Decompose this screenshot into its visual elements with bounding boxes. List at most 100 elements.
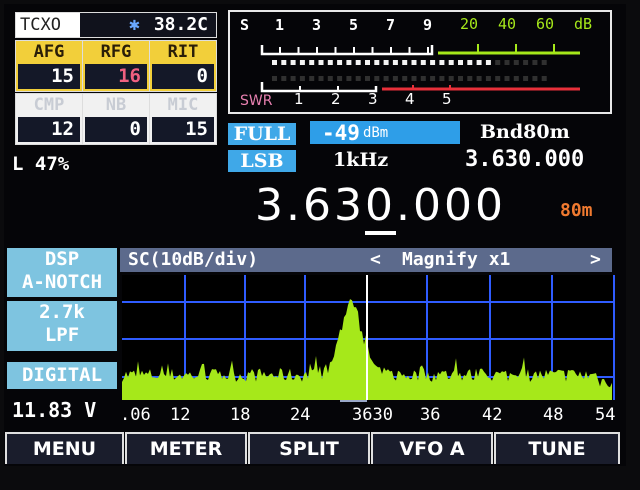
power-meter-segment [383, 76, 389, 81]
filter-button[interactable]: 2.7k LPF [7, 301, 117, 351]
dsp-button[interactable]: DSP A-NOTCH [7, 248, 117, 297]
s-meter-segment [272, 60, 277, 65]
s-meter-segment [495, 60, 501, 65]
s-meter-scale: S 1 3 5 7 9 20 40 60 dB SWR 1 2 3 4 5 [240, 15, 592, 109]
rit-control[interactable]: RIT 0 [149, 40, 217, 92]
mic-label: MIC [150, 94, 216, 117]
power-meter-segment [337, 76, 343, 81]
freq-axis-label: 42 [482, 405, 503, 425]
cmp-control[interactable]: CMP 12 [15, 93, 83, 145]
power-meter-segment [318, 76, 324, 81]
frequency-small: 3.630.000 [465, 147, 585, 172]
nb-value: 0 [85, 117, 147, 142]
mode-lsb[interactable]: LSB [228, 150, 296, 172]
afg-label: AFG [16, 41, 82, 64]
voltage: 11.83 V [12, 398, 97, 422]
tuning-step[interactable]: 1kHz [333, 149, 389, 171]
magnify-prev-button[interactable]: < [370, 249, 381, 270]
s-meter-segment [439, 60, 445, 65]
dbm-unit: dBm [362, 125, 389, 141]
swr-tick-label: 1 [294, 90, 304, 108]
freq-axis-label: 18 [230, 405, 251, 425]
spectrum-display[interactable] [120, 272, 616, 402]
digital-mode[interactable]: DIGITAL [7, 362, 117, 389]
main-frequency[interactable]: 3.630.000 [255, 180, 506, 235]
power-meter-segment [290, 76, 296, 81]
power-meter-segment [476, 76, 482, 81]
power-meter-segment [327, 76, 333, 81]
split-button[interactable]: SPLIT [248, 432, 370, 464]
db-tick-label: 20 [460, 15, 478, 33]
s-meter-segment [281, 60, 287, 65]
tune-button[interactable]: TUNE [494, 432, 620, 464]
db-tick-label: 60 [536, 15, 554, 33]
passband-indicator [340, 400, 367, 402]
freq-axis-label: .06 [120, 405, 151, 425]
s-meter-segment [402, 60, 408, 65]
s-meter-segment [392, 60, 398, 65]
db-tick-label: dB [574, 15, 592, 33]
nb-control[interactable]: NB 0 [82, 93, 150, 145]
freq-main-part1: 3.63 [255, 180, 365, 231]
power-meter-segment [504, 76, 510, 81]
s-meter-segment [327, 60, 333, 65]
filter-width: 2.7k [39, 301, 85, 323]
mic-control[interactable]: MIC 15 [149, 93, 217, 145]
s-meter-segment [513, 60, 519, 65]
s-label: S [240, 16, 249, 34]
power-meter-segment [392, 76, 398, 81]
cmp-label: CMP [16, 94, 82, 117]
level-indicator: L 47% [12, 153, 70, 175]
rit-value: 0 [152, 64, 214, 89]
s-meter-segment [355, 60, 361, 65]
s-meter-segment [485, 60, 491, 65]
s-meter-segment [523, 60, 529, 65]
asterisk-icon: ✱ [128, 14, 140, 35]
agc-mode[interactable]: FULL [228, 123, 296, 145]
s-tick-label: 5 [349, 16, 358, 34]
tcxo-status: TCXO ✱ 38.2C [15, 12, 217, 38]
meter-button[interactable]: METER [125, 432, 247, 464]
power-meter-segment [430, 76, 436, 81]
s-meter-segment [299, 60, 305, 65]
power-meter-segment [299, 76, 305, 81]
power-meter-segment [355, 76, 361, 81]
s-meter-segment [476, 60, 482, 65]
afg-control[interactable]: AFG 15 [15, 40, 83, 92]
freq-axis-label: 24 [290, 405, 311, 425]
s-meter-segment [374, 60, 380, 65]
s-meter-segment [448, 60, 454, 65]
power-meter-segment [458, 76, 463, 81]
s-tick-label: 7 [386, 16, 395, 34]
s-meter-segment [365, 60, 370, 65]
signal-level-bar: -49 dBm [310, 121, 460, 145]
swr-tick-label: 3 [368, 90, 378, 108]
dsp-label: DSP [44, 248, 80, 270]
freq-cursor-digit: 0 [364, 180, 396, 235]
menu-button[interactable]: MENU [5, 432, 124, 464]
power-meter-segment [402, 76, 408, 81]
magnify-next-button[interactable]: > [590, 249, 601, 270]
dbm-value: -49 [322, 121, 360, 145]
power-meter-segment [420, 76, 426, 81]
rfg-value: 16 [85, 64, 147, 89]
swr-label: SWR [240, 93, 273, 109]
freq-axis-label: 36 [420, 405, 441, 425]
s-meter-segment [458, 60, 463, 65]
magnify-label: Magnify x1 [402, 249, 511, 270]
dsp-mode: A-NOTCH [21, 271, 103, 293]
power-meter-segment [281, 76, 287, 81]
cmp-value: 12 [18, 117, 80, 142]
rfg-control[interactable]: RFG 16 [82, 40, 150, 92]
s-meter: S 1 3 5 7 9 20 40 60 dB SWR 1 2 3 4 5 [228, 10, 612, 114]
mic-value: 15 [152, 117, 214, 142]
power-meter-segment [485, 76, 491, 81]
power-meter-segment [541, 76, 547, 81]
s-meter-segment [411, 60, 417, 65]
s-meter-segment [541, 60, 547, 65]
freq-axis-label: 12 [170, 405, 191, 425]
swr-tick-label: 4 [405, 90, 415, 108]
vfo-a-button[interactable]: VFO A [371, 432, 493, 464]
power-meter-segment [439, 76, 445, 81]
power-meter-segment [272, 76, 277, 81]
